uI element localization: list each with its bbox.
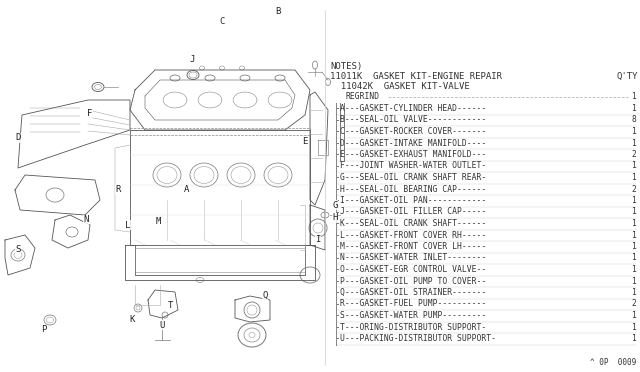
Text: 1: 1 xyxy=(631,208,636,217)
Text: Q'TY: Q'TY xyxy=(616,72,638,81)
Text: J---GASKET-OIL FILLER CAP-----: J---GASKET-OIL FILLER CAP----- xyxy=(340,208,486,217)
Text: 1: 1 xyxy=(631,173,636,182)
Text: B: B xyxy=(275,7,281,16)
Text: 1: 1 xyxy=(631,288,636,297)
Text: C---GASKET-ROCKER COVER-------: C---GASKET-ROCKER COVER------- xyxy=(340,127,486,136)
Text: U: U xyxy=(159,321,164,330)
Text: 1: 1 xyxy=(631,242,636,251)
Text: R---GASKET-FUEL PUMP----------: R---GASKET-FUEL PUMP---------- xyxy=(340,299,486,308)
Text: 1: 1 xyxy=(631,127,636,136)
Text: 2: 2 xyxy=(631,299,636,308)
Text: NOTES): NOTES) xyxy=(330,62,362,71)
Text: M---GASKET-FRONT COVER LH-----: M---GASKET-FRONT COVER LH----- xyxy=(340,242,486,251)
Text: O---GASKET-EGR CONTROL VALVE--: O---GASKET-EGR CONTROL VALVE-- xyxy=(340,265,486,274)
Text: K---SEAL-OIL CRANK SHAFT------: K---SEAL-OIL CRANK SHAFT------ xyxy=(340,219,486,228)
Text: 8: 8 xyxy=(631,115,636,125)
Text: E---GASKET-EXHAUST MANIFOLD---: E---GASKET-EXHAUST MANIFOLD--- xyxy=(340,150,486,159)
Text: 1: 1 xyxy=(631,265,636,274)
Text: A: A xyxy=(184,186,189,195)
Text: P: P xyxy=(42,326,47,334)
Text: 1: 1 xyxy=(631,231,636,240)
Text: D: D xyxy=(15,134,20,142)
Text: 1: 1 xyxy=(631,334,636,343)
Text: Q: Q xyxy=(262,291,268,299)
Text: T: T xyxy=(167,301,173,310)
Text: 1: 1 xyxy=(631,219,636,228)
Text: 1: 1 xyxy=(631,104,636,113)
Text: 1: 1 xyxy=(631,196,636,205)
Text: L---GASKET-FRONT COVER RH-----: L---GASKET-FRONT COVER RH----- xyxy=(340,231,486,240)
Text: G---SEAL-OIL CRANK SHAFT REAR-: G---SEAL-OIL CRANK SHAFT REAR- xyxy=(340,173,486,182)
Text: 1: 1 xyxy=(631,323,636,331)
Text: Q---GASKET-OIL STRAINER-------: Q---GASKET-OIL STRAINER------- xyxy=(340,288,486,297)
Text: J: J xyxy=(189,55,195,64)
Text: S: S xyxy=(15,246,20,254)
Text: 1: 1 xyxy=(631,138,636,148)
Text: 2: 2 xyxy=(631,150,636,159)
Text: S---GASKET-WATER PUMP---------: S---GASKET-WATER PUMP--------- xyxy=(340,311,486,320)
Text: E: E xyxy=(302,138,308,147)
Text: F---JOINT WASHER-WATER OUTLET-: F---JOINT WASHER-WATER OUTLET- xyxy=(340,161,486,170)
Text: H: H xyxy=(332,214,338,222)
Text: N: N xyxy=(83,215,89,224)
Text: G: G xyxy=(332,201,338,209)
Text: 1: 1 xyxy=(631,253,636,263)
Text: L: L xyxy=(125,221,131,230)
Text: H---SEAL-OIL BEARING CAP------: H---SEAL-OIL BEARING CAP------ xyxy=(340,185,486,193)
Text: U---PACKING-DISTRIBUTOR SUPPORT-: U---PACKING-DISTRIBUTOR SUPPORT- xyxy=(340,334,496,343)
Text: K: K xyxy=(129,315,134,324)
Text: REGRIND: REGRIND xyxy=(346,92,380,101)
Text: 1: 1 xyxy=(631,276,636,285)
Text: ^ 0P  0009: ^ 0P 0009 xyxy=(589,358,636,367)
Text: I: I xyxy=(316,235,321,244)
Text: 11042K  GASKET KIT-VALVE: 11042K GASKET KIT-VALVE xyxy=(330,82,470,91)
Text: 11011K  GASKET KIT-ENGINE REPAIR: 11011K GASKET KIT-ENGINE REPAIR xyxy=(330,72,502,81)
Text: F: F xyxy=(87,109,93,118)
Text: T---ORING-DISTRIBUTOR SUPPORT-: T---ORING-DISTRIBUTOR SUPPORT- xyxy=(340,323,486,331)
Text: A---GASKET-CYLINDER HEAD------: A---GASKET-CYLINDER HEAD------ xyxy=(340,104,486,113)
Text: 1: 1 xyxy=(631,311,636,320)
Text: M: M xyxy=(156,218,161,227)
Text: R: R xyxy=(115,186,121,195)
Text: B---SEAL-OIL VALVE------------: B---SEAL-OIL VALVE------------ xyxy=(340,115,486,125)
Text: 2: 2 xyxy=(631,185,636,193)
Text: 1: 1 xyxy=(631,161,636,170)
Text: P---GASKET-OIL PUMP TO COVER--: P---GASKET-OIL PUMP TO COVER-- xyxy=(340,276,486,285)
Text: N---GASKET-WATER INLET--------: N---GASKET-WATER INLET-------- xyxy=(340,253,486,263)
Text: I---GASKET-OIL PAN------------: I---GASKET-OIL PAN------------ xyxy=(340,196,486,205)
Text: D---GASKET-INTAKE MANIFOLD----: D---GASKET-INTAKE MANIFOLD---- xyxy=(340,138,486,148)
Text: 1: 1 xyxy=(631,92,636,101)
Text: C: C xyxy=(220,17,225,26)
